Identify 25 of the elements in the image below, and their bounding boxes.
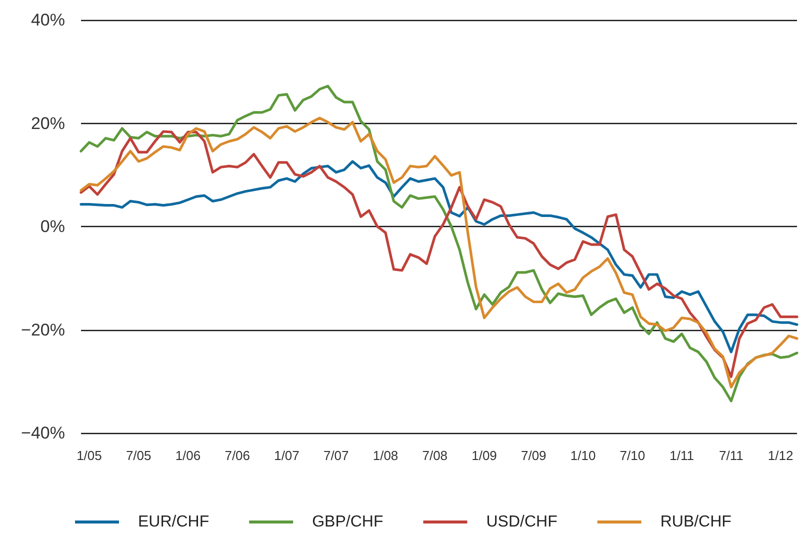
legend-label: GBP/CHF — [312, 514, 384, 530]
x-tick-label: 1/07 — [274, 448, 300, 463]
x-tick-label: 7/11 — [718, 448, 744, 463]
legend-label: EUR/CHF — [138, 514, 210, 530]
y-tick-label: 20% — [30, 114, 65, 133]
x-tick-label: 1/11 — [670, 448, 694, 463]
x-tick-label: 1/09 — [472, 448, 497, 463]
x-tick-label: 7/05 — [126, 448, 152, 463]
x-tick-label: 7/10 — [620, 448, 646, 463]
x-tick-label: 1/12 — [768, 448, 794, 463]
y-tick-label: 0% — [40, 217, 65, 236]
legend-label: USD/CHF — [486, 514, 558, 530]
x-tick-label: 7/07 — [323, 448, 349, 463]
y-tick-label: −40% — [21, 424, 65, 442]
x-tick-label: 1/08 — [372, 448, 398, 463]
x-tick-label: 7/08 — [422, 448, 448, 463]
y-tick-label: 40% — [30, 10, 65, 30]
x-tick-label: 1/05 — [76, 448, 102, 463]
x-tick-label: 7/06 — [224, 448, 250, 463]
legend-label: RUB/CHF — [660, 514, 732, 530]
x-tick-label: 1/06 — [175, 448, 201, 463]
line-series — [80, 160, 798, 354]
x-tick-label: 1/10 — [570, 448, 596, 463]
x-tick-label: 7/09 — [520, 448, 546, 463]
y-tick-label: −20% — [21, 320, 65, 340]
